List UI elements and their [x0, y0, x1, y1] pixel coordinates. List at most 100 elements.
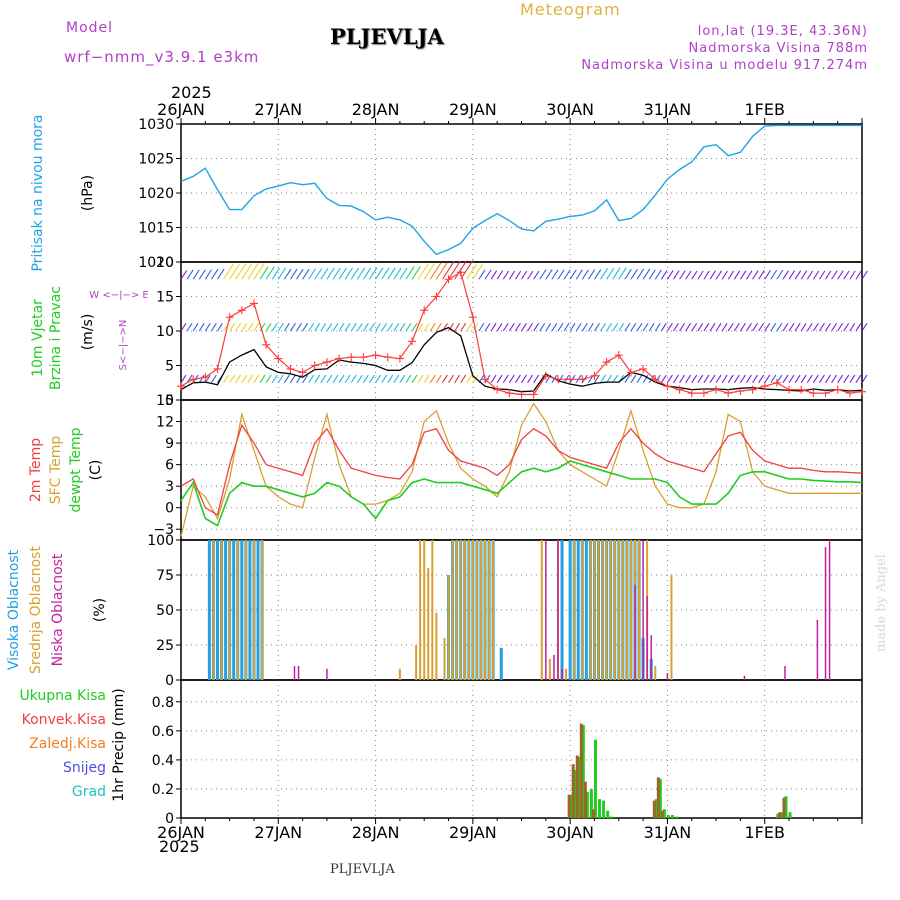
wind-arrow — [198, 323, 205, 332]
wind-arrow — [739, 374, 746, 384]
cloud-bar — [479, 540, 482, 680]
wind-arrow — [350, 267, 360, 280]
wind-arrow — [727, 374, 734, 384]
y-tick-label: 9 — [165, 436, 174, 452]
wind-arrow — [326, 323, 333, 332]
wind-gust-marker — [736, 387, 745, 396]
y-tick-label: 0 — [165, 811, 174, 827]
wind-arrow — [612, 323, 619, 332]
wind-arrow — [770, 269, 778, 280]
wind-arrow — [697, 374, 704, 384]
wind-arrow — [411, 266, 421, 280]
wind-arrow — [764, 374, 771, 384]
wind-gust-marker — [468, 313, 477, 322]
wind-arrow — [320, 323, 327, 332]
wind-gust-marker — [699, 389, 708, 398]
precip-unit: 1hr Precip (mm) — [111, 688, 127, 801]
precip-bar — [571, 764, 575, 818]
x-axis-top-label: 31JAN — [644, 100, 692, 119]
y-tick-label: 1020 — [138, 186, 174, 202]
wind-arrow — [685, 374, 692, 384]
wind-arrow — [259, 266, 269, 280]
wind-arrow — [837, 374, 844, 384]
cloud-bar — [297, 666, 300, 680]
precip-legend-item: Grad — [72, 784, 106, 800]
wind-arrow — [685, 323, 692, 332]
precip-bar — [784, 796, 788, 818]
wind-arrow — [594, 323, 600, 332]
wind-arrow — [654, 323, 661, 332]
wind-gust-marker — [249, 299, 258, 308]
wind-arrow — [423, 323, 430, 332]
x-axis-top-label: 29JAN — [449, 100, 497, 119]
wind-arrow — [703, 323, 710, 332]
wind-arrow — [302, 323, 309, 332]
wind-arrow — [253, 262, 265, 280]
wind-arrow — [271, 323, 278, 332]
wind-arrow — [198, 374, 205, 384]
wind-arrow — [855, 270, 862, 280]
wind-gust-marker — [541, 371, 550, 380]
wind-arrow — [752, 270, 759, 280]
wind-arrow — [752, 323, 758, 332]
wind-arrow — [654, 269, 662, 280]
wind-arrow — [338, 323, 345, 332]
x-axis-top-label: 28JAN — [352, 100, 400, 119]
precip-bar — [573, 770, 577, 818]
wind-arrow — [235, 263, 247, 280]
wind-gust-marker — [383, 353, 392, 362]
wind-arrow — [527, 374, 533, 384]
pressure-title: Pritisak na nivou mora — [30, 114, 46, 271]
model-label: Model — [66, 20, 114, 36]
wind-arrow — [666, 323, 673, 332]
wind-arrow — [484, 323, 491, 332]
wind-arrow — [642, 323, 649, 332]
wind-arrow — [180, 270, 188, 280]
cloud-bar — [654, 666, 657, 680]
cloud-bar — [565, 668, 568, 680]
wind-gust-marker — [529, 390, 538, 399]
wind-arrow — [733, 270, 741, 280]
wind-gust-marker — [590, 371, 599, 380]
wind-arrow — [350, 374, 357, 384]
wind-arrow — [825, 270, 832, 280]
y-tick-label: 15 — [156, 393, 174, 409]
cloud-bar — [584, 540, 588, 680]
wind-arrow — [630, 268, 638, 280]
precip-bar — [591, 809, 595, 818]
wind-arrow — [551, 323, 558, 332]
wind-arrow — [721, 374, 728, 384]
wind-arrow — [575, 323, 582, 332]
wind-gust-marker — [821, 389, 830, 398]
wind-gust-marker — [639, 364, 648, 373]
precip-bar — [778, 812, 782, 818]
wind-gust-marker — [748, 385, 757, 394]
wind-gust-marker — [322, 358, 331, 367]
x-axis-bottom-label: 26JAN — [157, 823, 205, 842]
cloud-bar — [232, 540, 236, 680]
wind-arrow — [283, 323, 290, 332]
wind-arrow — [247, 262, 259, 280]
wind-arrow — [715, 270, 723, 280]
wind-arrow — [618, 267, 627, 280]
y-tick-label: 12 — [156, 415, 174, 431]
temp-subtitle2: dewpt Temp — [68, 427, 84, 512]
station-title: PLJEVLJA — [330, 24, 444, 49]
wind-arrow — [508, 374, 515, 384]
wind-arrow — [235, 374, 242, 384]
wind-arrow — [533, 270, 540, 280]
wind-arrow — [466, 264, 477, 280]
cloud-bar — [597, 540, 600, 680]
wind-gust-marker — [286, 364, 295, 373]
year-top: 2025 — [171, 83, 212, 102]
y-tick-label: 10 — [156, 324, 174, 340]
wind-arrow — [429, 262, 442, 280]
wind-arrow — [466, 374, 473, 384]
wind-arrow — [812, 374, 819, 384]
wind-arrow — [399, 267, 408, 280]
cloud-bar — [207, 540, 211, 680]
wind-arrow — [843, 374, 850, 384]
wind-arrow — [630, 374, 637, 384]
precip-bar — [577, 756, 581, 818]
wind-arrow — [204, 374, 211, 384]
